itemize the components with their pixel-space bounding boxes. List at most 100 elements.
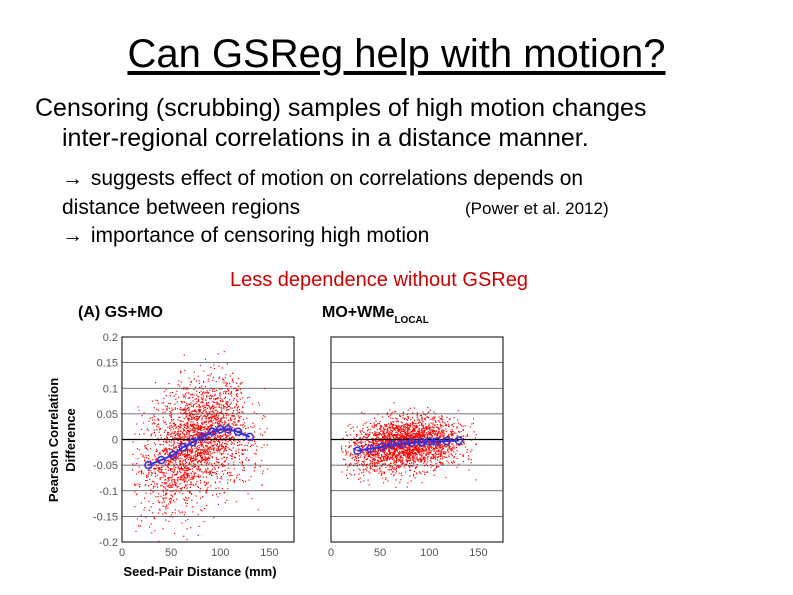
scatter-dot: [202, 472, 204, 474]
scatter-dot: [216, 421, 218, 423]
scatter-dot: [179, 385, 181, 387]
scatter-dot: [150, 460, 152, 462]
scatter-dot: [243, 422, 245, 424]
scatter-dot: [153, 442, 155, 444]
scatter-dot: [372, 440, 374, 442]
scatter-dot: [172, 449, 174, 451]
scatter-dot: [399, 481, 401, 484]
scatter-dot: [202, 405, 204, 407]
scatter-dot: [214, 432, 216, 434]
scatter-dot: [233, 415, 235, 417]
scatter-dot: [158, 431, 160, 433]
scatter-dot: [380, 472, 382, 474]
scatter-dot: [190, 527, 192, 529]
scatter-dot: [155, 475, 157, 477]
scatter-dot: [422, 421, 424, 423]
scatter-dot: [257, 509, 259, 511]
scatter-dot: [424, 434, 426, 436]
scatter-dot: [186, 467, 188, 469]
scatter-dot: [409, 465, 412, 467]
scatter-dot: [439, 421, 441, 423]
scatter-dot: [186, 426, 188, 428]
scatter-dot: [184, 429, 186, 431]
scatter-dot: [183, 450, 185, 452]
scatter-dot: [164, 448, 166, 450]
scatter-dot: [399, 444, 401, 446]
scatter-dot: [174, 447, 176, 449]
scatter-dot: [377, 436, 379, 439]
scatter-dot: [418, 471, 421, 473]
scatter-dot: [418, 450, 420, 452]
scatter-dot: [434, 432, 436, 434]
scatter-dot: [389, 462, 391, 464]
scatter-dot: [156, 474, 158, 476]
scatter-dot: [384, 462, 386, 464]
scatter-dot: [173, 467, 175, 469]
scatter-dot: [431, 431, 434, 433]
scatter-dot: [204, 484, 206, 486]
scatter-dot: [206, 403, 208, 405]
y-axis-label-1: Pearson Correlation: [46, 378, 61, 502]
scatter-dot: [178, 510, 180, 512]
scatter-dot: [422, 446, 424, 448]
scatter-dot: [356, 465, 358, 467]
scatter-dot: [138, 433, 141, 435]
scatter-dot: [453, 447, 455, 449]
scatter-dot: [452, 430, 454, 432]
scatter-dot: [190, 394, 192, 396]
scatter-dot: [440, 436, 442, 438]
scatter-dot: [403, 435, 405, 437]
scatter-dot: [381, 416, 383, 418]
scatter-dot: [198, 452, 200, 454]
scatter-dot: [440, 446, 442, 449]
scatter-dot: [191, 414, 194, 416]
scatter-dot: [412, 446, 414, 448]
scatter-dot: [208, 426, 210, 428]
scatter-dot: [201, 421, 203, 423]
scatter-dot: [208, 449, 210, 451]
scatter-dot: [392, 475, 395, 477]
scatter-dot: [169, 463, 171, 465]
scatter-dot: [190, 463, 192, 465]
scatter-dot: [179, 457, 181, 459]
scatter-dot: [381, 473, 383, 475]
scatter-dot: [397, 466, 399, 468]
scatter-dot: [167, 426, 169, 428]
scatter-dot: [212, 404, 214, 406]
scatter-dot: [441, 415, 443, 417]
scatter-dot: [236, 424, 238, 426]
scatter-dot: [218, 462, 220, 464]
scatter-dot: [157, 419, 160, 421]
scatter-dot: [181, 475, 183, 477]
data-point: [216, 425, 225, 434]
scatter-dot: [208, 441, 210, 443]
scatter-dot: [368, 484, 370, 486]
scatter-dot: [425, 453, 427, 456]
scatter-dot: [149, 478, 151, 480]
scatter-dot: [138, 466, 140, 468]
scatter-dot: [253, 467, 255, 469]
scatter-dot: [194, 427, 196, 430]
scatter-dot: [437, 427, 439, 429]
scatter-dot: [182, 465, 185, 467]
scatter-dot: [201, 451, 203, 454]
scatter-dot: [154, 486, 156, 488]
scatter-dot: [209, 470, 211, 472]
scatter-dot: [456, 427, 458, 429]
scatter-dot: [414, 427, 416, 429]
scatter-dot: [191, 493, 193, 495]
scatter-dot: [222, 400, 224, 402]
scatter-dot: [196, 450, 198, 452]
data-point: [245, 432, 255, 442]
scatter-dot: [184, 455, 186, 457]
scatter-dot: [188, 414, 190, 416]
scatter-dot: [462, 429, 464, 431]
scatter-dot: [393, 460, 395, 462]
scatter-dot: [222, 446, 224, 448]
scatter-dot: [184, 436, 186, 438]
scatter-dot: [194, 454, 196, 456]
scatter-dot: [170, 456, 172, 458]
scatter-dot: [254, 443, 256, 445]
scatter-dot: [363, 457, 366, 459]
scatter-dot: [267, 468, 269, 470]
